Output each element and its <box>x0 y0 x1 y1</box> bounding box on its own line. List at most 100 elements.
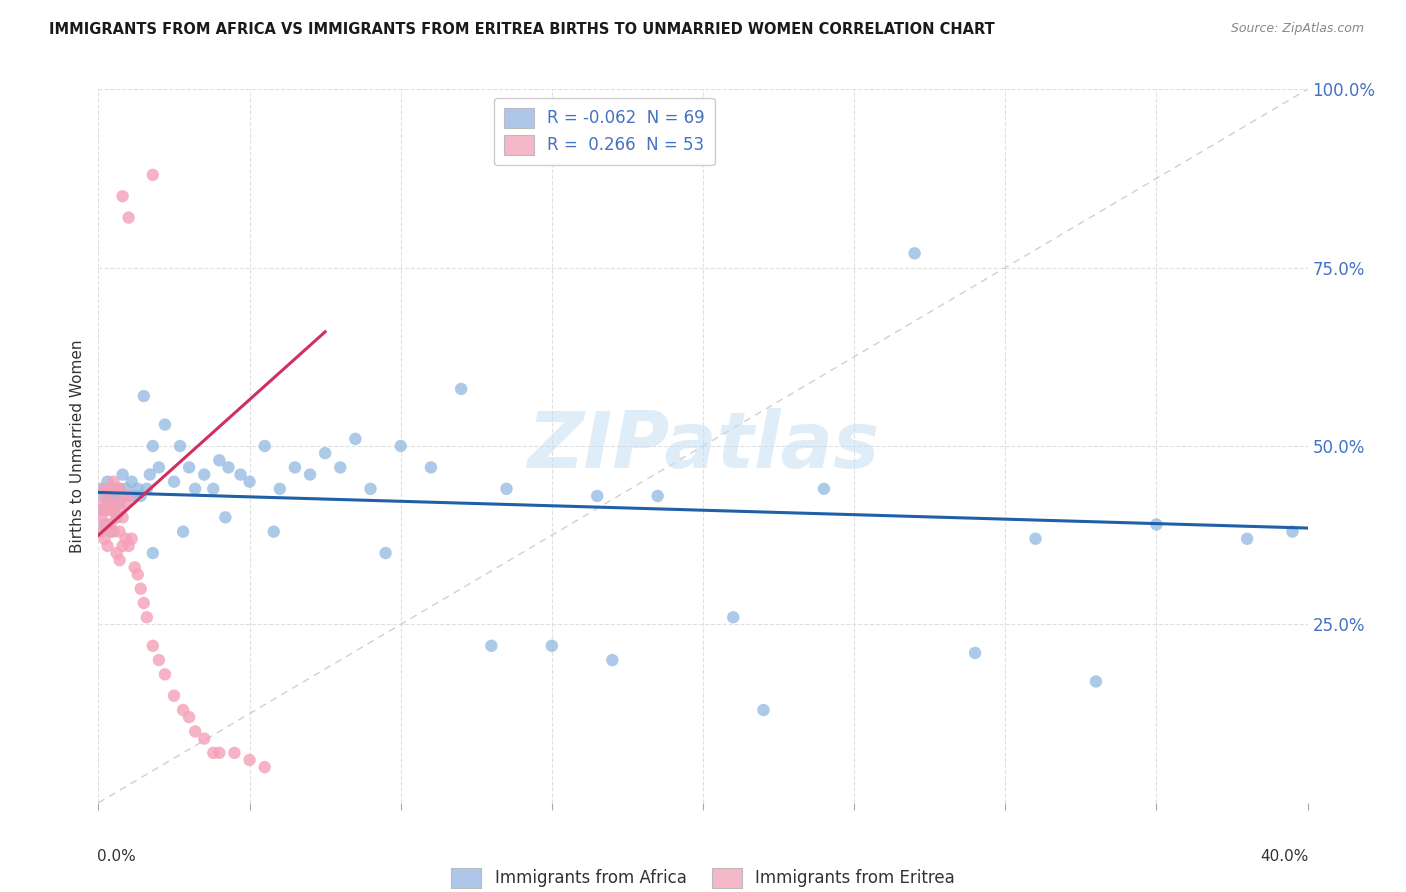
Point <box>118 539 141 553</box>
Point <box>495 482 517 496</box>
Point <box>111 489 134 503</box>
Point <box>108 553 131 567</box>
Point <box>103 524 125 539</box>
Point <box>111 510 134 524</box>
Point <box>360 482 382 496</box>
Point <box>96 539 118 553</box>
Point <box>121 532 143 546</box>
Point <box>108 503 131 517</box>
Point <box>142 639 165 653</box>
Point <box>965 646 987 660</box>
Point <box>193 467 215 482</box>
Point <box>314 446 336 460</box>
Point <box>105 482 128 496</box>
Point <box>179 710 201 724</box>
Point <box>184 482 207 496</box>
Point <box>100 489 122 503</box>
Point <box>184 724 207 739</box>
Point <box>108 482 131 496</box>
Point <box>118 489 141 503</box>
Point <box>132 596 155 610</box>
Point <box>93 489 115 503</box>
Point <box>329 460 352 475</box>
Point <box>153 417 176 432</box>
Point <box>224 746 246 760</box>
Point <box>103 503 125 517</box>
Point <box>118 211 141 225</box>
Point <box>135 610 157 624</box>
Point <box>217 460 239 475</box>
Point <box>105 496 128 510</box>
Legend: Immigrants from Africa, Immigrants from Eritrea: Immigrants from Africa, Immigrants from … <box>444 861 962 892</box>
Point <box>208 746 231 760</box>
Point <box>96 517 118 532</box>
Point <box>103 503 125 517</box>
Point <box>108 496 131 510</box>
Point <box>904 246 927 260</box>
Point <box>148 460 170 475</box>
Point <box>374 546 396 560</box>
Point <box>96 496 118 510</box>
Point <box>172 524 194 539</box>
Point <box>202 746 225 760</box>
Point <box>169 439 191 453</box>
Point <box>127 482 149 496</box>
Point <box>1281 524 1303 539</box>
Point <box>214 510 236 524</box>
Point <box>93 517 115 532</box>
Point <box>208 453 231 467</box>
Point <box>90 524 112 539</box>
Point <box>284 460 307 475</box>
Point <box>93 532 115 546</box>
Point <box>193 731 215 746</box>
Point <box>90 482 112 496</box>
Point <box>90 496 112 510</box>
Point <box>752 703 775 717</box>
Point <box>100 496 122 510</box>
Point <box>142 439 165 453</box>
Point <box>114 482 136 496</box>
Point <box>127 567 149 582</box>
Point <box>1236 532 1258 546</box>
Y-axis label: Births to Unmarried Women: Births to Unmarried Women <box>70 339 86 553</box>
Point <box>103 475 125 489</box>
Point <box>389 439 412 453</box>
Point <box>239 753 262 767</box>
Point <box>253 439 276 453</box>
Point <box>148 653 170 667</box>
Point <box>93 482 115 496</box>
Point <box>179 460 201 475</box>
Point <box>111 539 134 553</box>
Point <box>153 667 176 681</box>
Point <box>540 639 562 653</box>
Point <box>103 482 125 496</box>
Point <box>647 489 669 503</box>
Point <box>105 510 128 524</box>
Point <box>93 503 115 517</box>
Point <box>114 496 136 510</box>
Point <box>105 546 128 560</box>
Point <box>420 460 443 475</box>
Point <box>1144 517 1167 532</box>
Point <box>450 382 472 396</box>
Point <box>96 475 118 489</box>
Point <box>1024 532 1046 546</box>
Point <box>299 467 322 482</box>
Point <box>129 582 152 596</box>
Point <box>132 389 155 403</box>
Point <box>172 703 194 717</box>
Point <box>239 475 262 489</box>
Text: 0.0%: 0.0% <box>97 849 136 864</box>
Point <box>129 489 152 503</box>
Point <box>100 524 122 539</box>
Point <box>229 467 252 482</box>
Point <box>121 475 143 489</box>
Point <box>263 524 285 539</box>
Point <box>269 482 291 496</box>
Point <box>139 467 162 482</box>
Point <box>124 489 146 503</box>
Point <box>253 760 276 774</box>
Point <box>96 489 118 503</box>
Point <box>100 517 122 532</box>
Point <box>481 639 503 653</box>
